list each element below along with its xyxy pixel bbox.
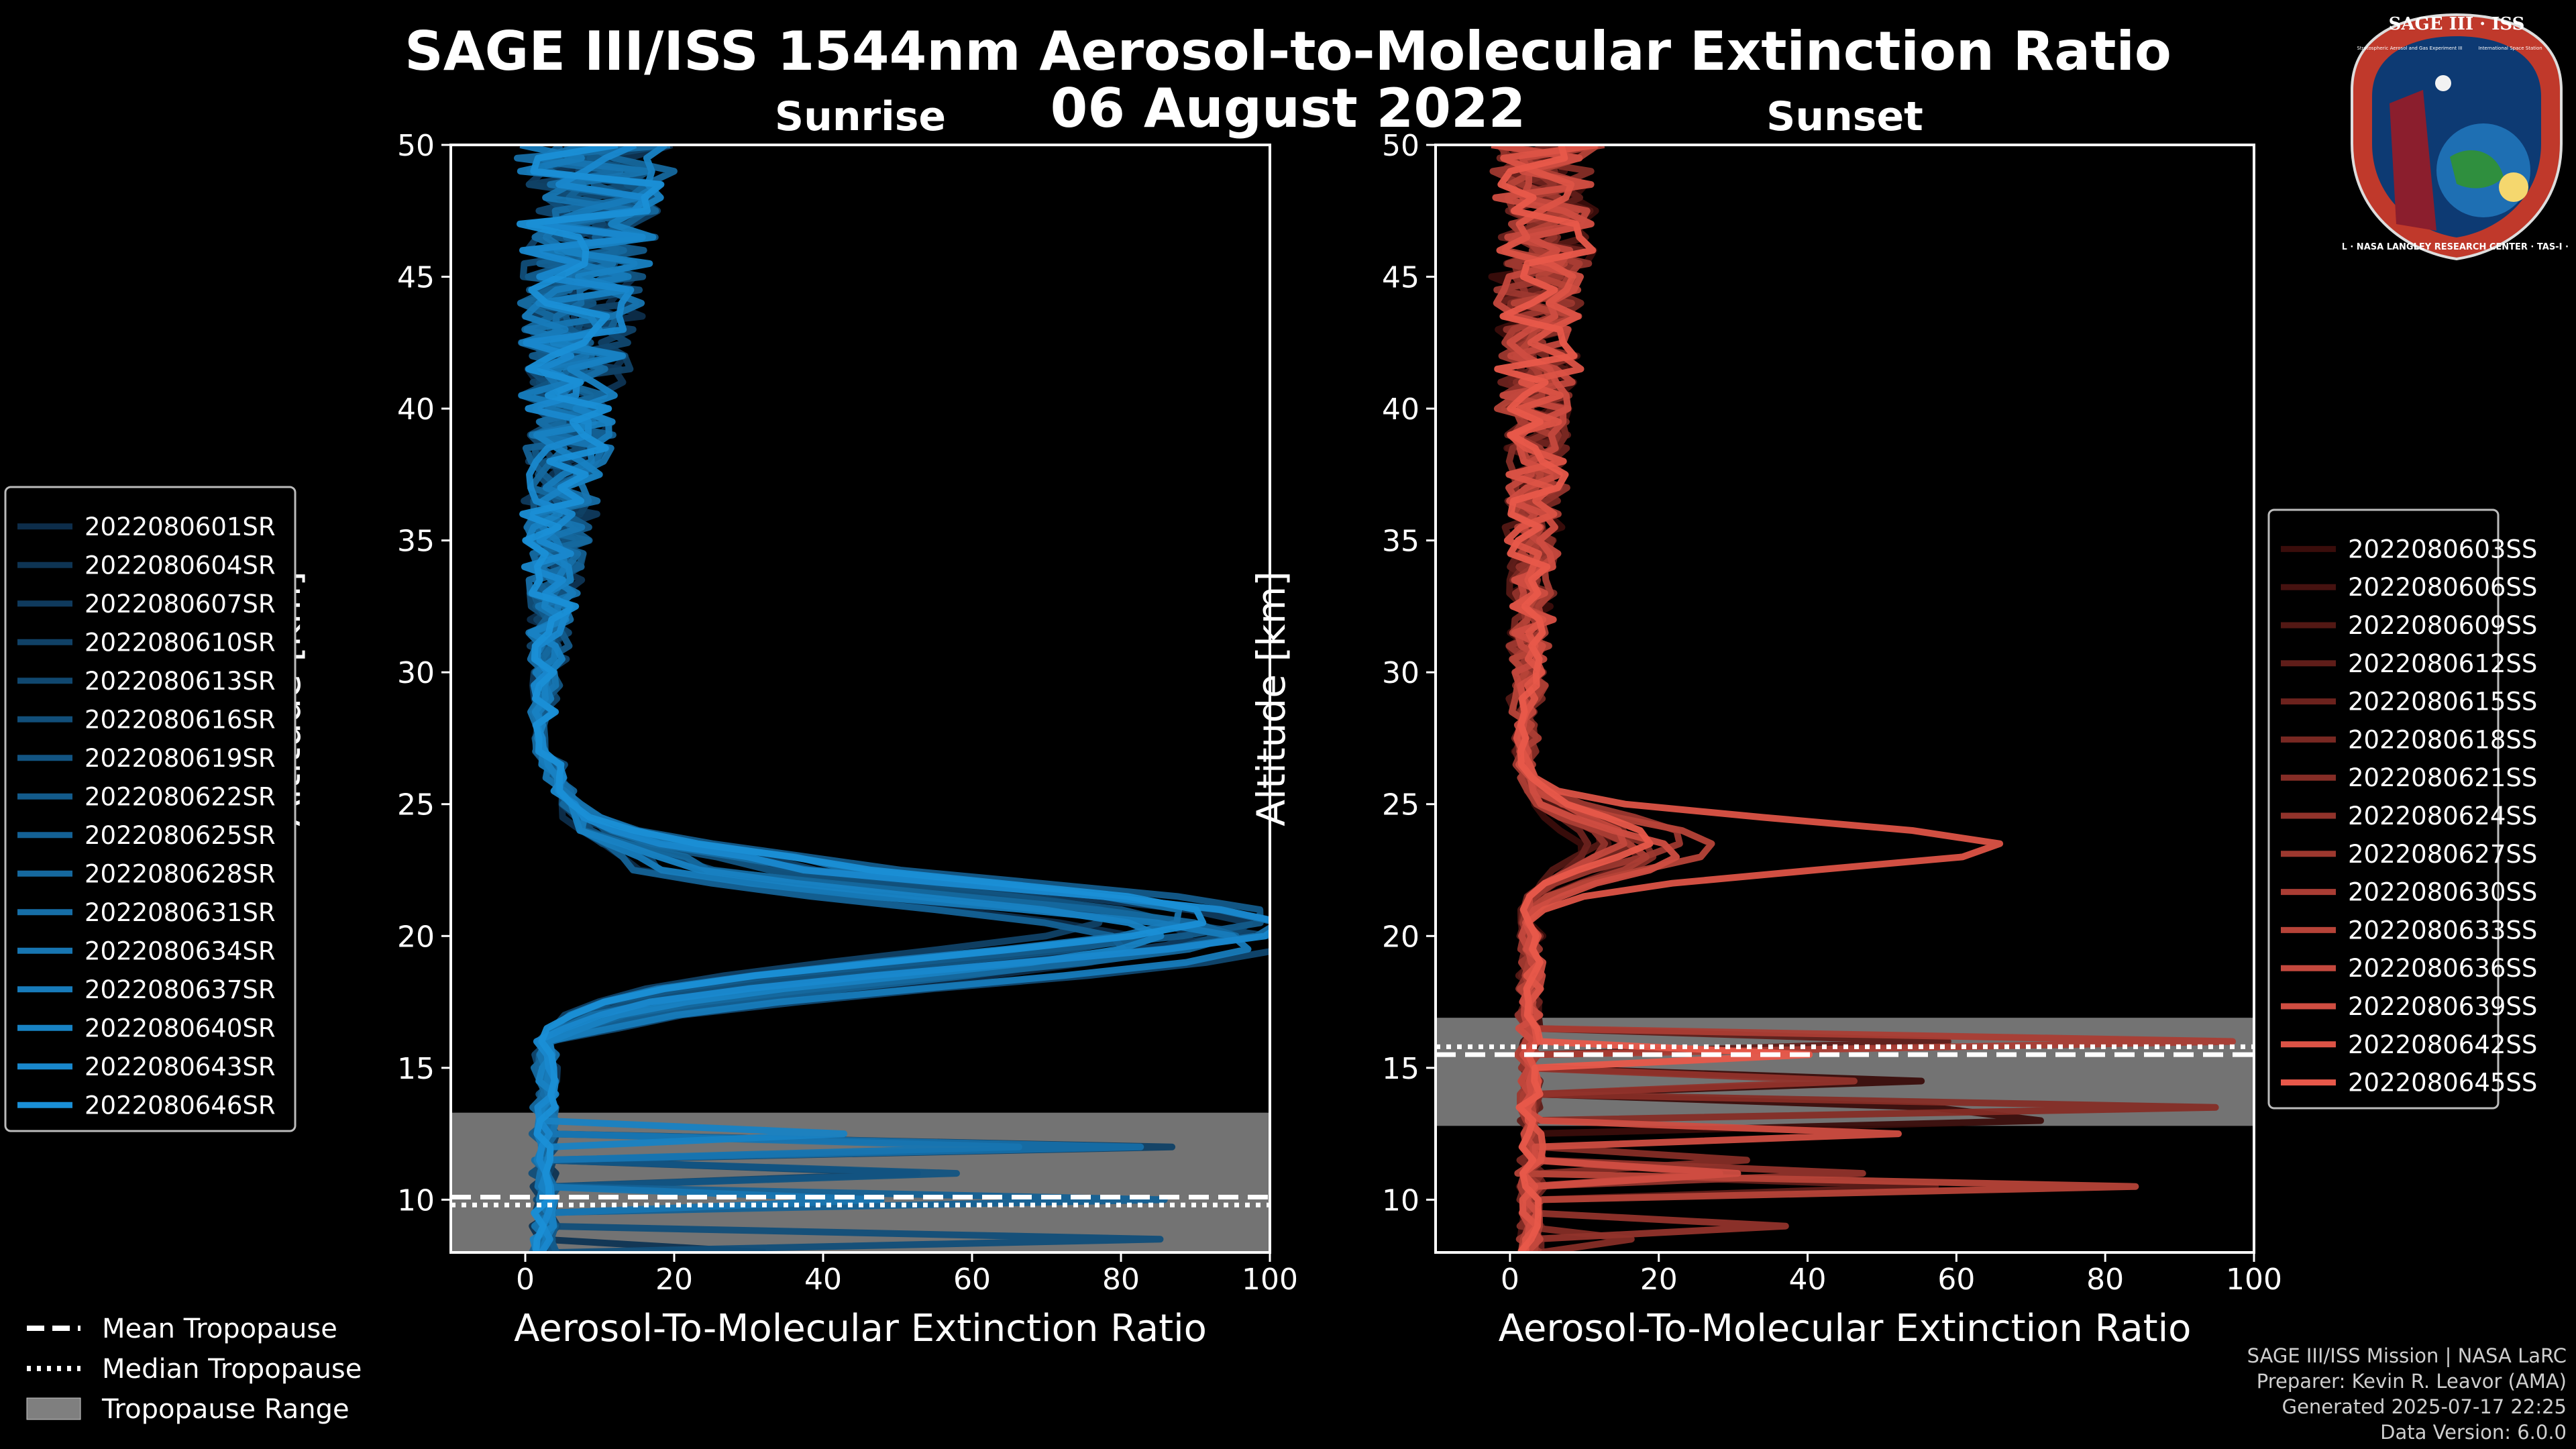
legend-label-2022080604SR: 2022080604SR bbox=[85, 551, 276, 580]
footer-credits: SAGE III/ISS Mission | NASA LaRC Prepare… bbox=[2247, 1343, 2567, 1445]
series-line-2022080645SS bbox=[1494, 145, 1813, 1252]
legend-label-2022080640SR: 2022080640SR bbox=[85, 1014, 276, 1042]
legend-item-dashed: Mean Tropopause bbox=[102, 1313, 337, 1344]
sunset-legend: 2022080603SS 2022080606SS 2022080609SS 2022… bbox=[2267, 508, 2537, 1110]
sunrise-ytick-label: 30 bbox=[397, 656, 435, 690]
legend-label-2022080612SS: 2022080612SS bbox=[2348, 649, 2537, 678]
legend-label-2022080619SR: 2022080619SR bbox=[85, 744, 276, 773]
sunrise-ytick-label: 40 bbox=[397, 392, 435, 427]
sunset-ytick-label: 30 bbox=[1382, 656, 1419, 690]
sunset-xtick-label: 60 bbox=[1937, 1263, 1975, 1297]
sunrise-ytick-label: 25 bbox=[397, 788, 435, 822]
sunrise-panel-title: Sunrise bbox=[775, 93, 946, 140]
sunset-xtick-label: 80 bbox=[2086, 1263, 2124, 1297]
sunset-xtick-label: 100 bbox=[2226, 1263, 2282, 1297]
sunset-axes-frame bbox=[1434, 144, 2255, 1254]
sunset-ytick-label: 50 bbox=[1382, 129, 1419, 163]
sunrise-xtick-label: 60 bbox=[953, 1263, 991, 1297]
sunrise-xtick-label: 100 bbox=[1242, 1263, 1298, 1297]
sunset-xtick-label: 0 bbox=[1501, 1263, 1519, 1297]
legend-label-2022080621SS: 2022080621SS bbox=[2348, 763, 2537, 792]
sunset-panel-title: Sunset bbox=[1766, 93, 1923, 140]
footer-mission: SAGE III/ISS Mission | NASA LaRC bbox=[2247, 1344, 2567, 1367]
legend-label-2022080609SS: 2022080609SS bbox=[2348, 611, 2537, 640]
sunrise-series-group bbox=[514, 145, 1270, 1252]
sunset-ytick-label: 25 bbox=[1382, 788, 1419, 822]
logo-subtitle-right: International Space Station bbox=[2478, 46, 2542, 51]
logo-name: SAGE III · ISS bbox=[2389, 14, 2525, 34]
legend-label-2022080646SR: 2022080646SR bbox=[85, 1091, 276, 1120]
legend-label-2022080639SS: 2022080639SS bbox=[2348, 992, 2537, 1021]
footer-preparer: Preparer: Kevin R. Leavor (AMA) bbox=[2256, 1370, 2567, 1393]
sunrise-xtick-label: 20 bbox=[655, 1263, 693, 1297]
legend-label-2022080637SR: 2022080637SR bbox=[85, 975, 276, 1004]
sunset-ytick-label: 35 bbox=[1382, 525, 1419, 559]
sunrise-xtick-label: 40 bbox=[804, 1263, 842, 1297]
sunrise-axes-frame bbox=[449, 144, 1271, 1254]
sunrise-ytick-label: 20 bbox=[397, 920, 435, 954]
legend-label-2022080628SR: 2022080628SR bbox=[85, 859, 276, 888]
legend-label-2022080631SR: 2022080631SR bbox=[85, 898, 276, 927]
legend-label-2022080630SS: 2022080630SS bbox=[2348, 878, 2537, 907]
sunset-panel: 0 20 40 60 80 100 10 15 20 25 30 35 40 45 50 Sunset Aero… bbox=[1248, 93, 2537, 1350]
figure-title: SAGE III/ISS 1544nm Aerosol-to-Molecular… bbox=[405, 20, 2171, 83]
sunrise-ytick-label: 45 bbox=[397, 261, 435, 295]
sunset-ytick-label: 20 bbox=[1382, 920, 1419, 954]
sunrise-xtick-label: 80 bbox=[1102, 1263, 1140, 1297]
legend-label-2022080642SS: 2022080642SS bbox=[2348, 1030, 2537, 1059]
legend-label-2022080615SS: 2022080615SS bbox=[2348, 688, 2537, 716]
sunset-x-axis-label: Aerosol-To-Molecular Extinction Ratio bbox=[1499, 1307, 2192, 1350]
legend-label-2022080643SR: 2022080643SR bbox=[85, 1053, 276, 1081]
sunset-ytick-label: 40 bbox=[1382, 392, 1419, 427]
legend-label-2022080603SS: 2022080603SS bbox=[2348, 535, 2537, 564]
legend-item-patch: Tropopause Range bbox=[101, 1394, 350, 1425]
sunrise-ytick-label: 50 bbox=[397, 129, 435, 163]
sunset-ytick-label: 45 bbox=[1382, 261, 1419, 295]
sunrise-ytick-label: 10 bbox=[397, 1183, 435, 1218]
sunset-y-axis-label: Altitude [km] bbox=[1248, 571, 1294, 826]
legend-label-2022080636SS: 2022080636SS bbox=[2348, 954, 2537, 983]
legend-label-2022080625SR: 2022080625SR bbox=[85, 821, 276, 850]
sunset-xtick-label: 40 bbox=[1789, 1263, 1827, 1297]
legend-label-2022080616SR: 2022080616SR bbox=[85, 705, 276, 734]
logo-subtitle-left: Stratospheric Aerosol and Gas Experiment… bbox=[2357, 46, 2462, 51]
legend-label-2022080613SR: 2022080613SR bbox=[85, 667, 276, 696]
sunrise-panel: 0 20 40 60 80 100 10 15 20 25 30 35 40 45 50 Sunrise Aer… bbox=[4, 93, 1298, 1350]
sunset-xtick-label: 20 bbox=[1640, 1263, 1678, 1297]
legend-tropopause-range-swatch bbox=[26, 1397, 81, 1420]
legend-label-2022080627SS: 2022080627SS bbox=[2348, 840, 2537, 869]
legend-label-2022080624SS: 2022080624SS bbox=[2348, 802, 2537, 830]
tropopause-legend: Mean Tropopause Median Tropopause Tropopau… bbox=[26, 1313, 362, 1425]
sunrise-ytick-label: 15 bbox=[397, 1052, 435, 1086]
series-line-2022080624SS bbox=[1499, 145, 1866, 1252]
legend-label-2022080618SS: 2022080618SS bbox=[2348, 725, 2537, 754]
sunrise-legend: 2022080601SR 2022080604SR 2022080607SR 2022… bbox=[4, 486, 297, 1132]
legend-label-2022080607SR: 2022080607SR bbox=[85, 590, 276, 619]
sage-iss-logo: SAGE III · ISS Stratospheric Aerosol and… bbox=[2343, 13, 2571, 261]
figure-date: 06 August 2022 bbox=[1050, 77, 1526, 140]
sunrise-x-axis-label: Aerosol-To-Molecular Extinction Ratio bbox=[514, 1307, 1207, 1350]
legend-item-dotted: Median Tropopause bbox=[102, 1354, 362, 1385]
sunset-series-group bbox=[1488, 145, 2237, 1252]
sunrise-legend-box bbox=[4, 486, 297, 1132]
logo-ring-text: BALL · NASA LANGLEY RESEARCH CENTER · TA… bbox=[2343, 242, 2571, 252]
legend-label-2022080610SR: 2022080610SR bbox=[85, 628, 276, 657]
legend-label-2022080633SS: 2022080633SS bbox=[2348, 916, 2537, 945]
sunset-legend-box bbox=[2267, 508, 2500, 1110]
sunset-ytick-label: 15 bbox=[1382, 1052, 1419, 1086]
footer-generated: Generated 2025-07-17 22:25 bbox=[2282, 1395, 2567, 1418]
footer-version: Data Version: 6.0.0 bbox=[2380, 1421, 2567, 1444]
sunrise-ytick-label: 35 bbox=[397, 525, 435, 559]
legend-label-2022080645SS: 2022080645SS bbox=[2348, 1069, 2537, 1097]
sunset-ytick-label: 10 bbox=[1382, 1183, 1419, 1218]
sunrise-xtick-label: 0 bbox=[516, 1263, 535, 1297]
legend-label-2022080622SR: 2022080622SR bbox=[85, 782, 276, 811]
legend-label-2022080634SR: 2022080634SR bbox=[85, 936, 276, 965]
legend-label-2022080601SR: 2022080601SR bbox=[85, 513, 276, 541]
legend-label-2022080606SS: 2022080606SS bbox=[2348, 573, 2537, 602]
series-line-2022080646SR bbox=[517, 145, 1207, 1252]
